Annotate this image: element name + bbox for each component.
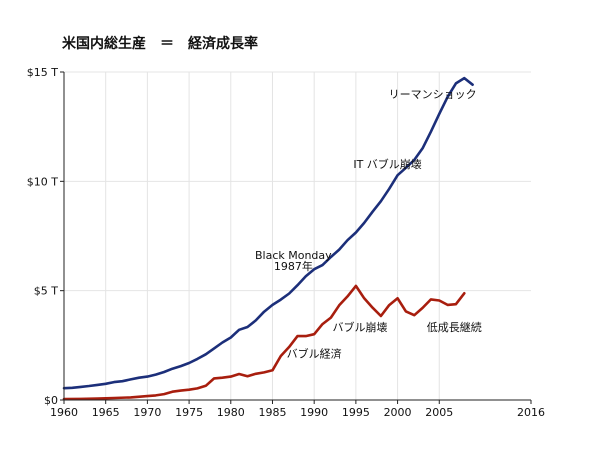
- x-tick-label: 1980: [217, 406, 245, 419]
- y-tick-label: $5 T: [34, 285, 58, 298]
- annotation-label: リーマンショック: [389, 88, 477, 101]
- annotation-label: バブル経済: [287, 346, 342, 360]
- x-tick-label: 1975: [175, 406, 203, 419]
- x-tick-label: 2005: [425, 406, 453, 419]
- chart-title: 米国内総生産 ＝ 経済成長率: [62, 35, 258, 52]
- annotation-label: 低成長継続: [427, 320, 482, 334]
- x-tick-label: 1990: [300, 406, 328, 419]
- x-tick-label: 1960: [50, 406, 78, 419]
- x-tick-label: 1995: [342, 406, 370, 419]
- gdp-series-line: [62, 76, 474, 390]
- annotation-label: IT バブル崩壊: [353, 157, 421, 171]
- x-tick-label: 2000: [384, 406, 412, 419]
- x-tick-label: 1985: [258, 406, 286, 419]
- series-layer: [62, 76, 474, 401]
- annotation-label: バブル崩壊: [333, 320, 388, 334]
- x-tick-label: 1965: [92, 406, 120, 419]
- y-tick-label: $10 T: [27, 175, 58, 188]
- grid-layer: [64, 71, 531, 400]
- annotation-label: Black Monday: [255, 249, 332, 262]
- growth-series-line: [62, 284, 466, 401]
- axis-layer: 1960 1965 1970 1975 1980 1985 1990 1995 2000 2005…: [27, 66, 545, 419]
- y-tick-label: $0: [44, 394, 58, 407]
- x-tick-label: 1970: [133, 406, 161, 419]
- x-tick-label: 2016: [517, 406, 545, 419]
- y-tick-label: $15 T: [27, 66, 58, 79]
- annotation-label: 1987年: [274, 259, 313, 273]
